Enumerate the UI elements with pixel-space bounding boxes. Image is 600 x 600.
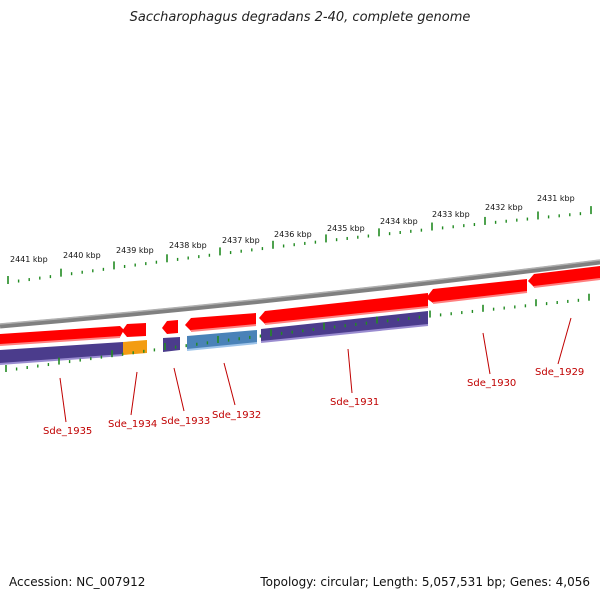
kbp-label: 2438 kbp <box>169 241 207 250</box>
gene-arrow-sde-1929 <box>528 266 600 287</box>
gene-label-sde-1930: Sde_1930 <box>467 378 516 389</box>
leader-line-sde-1932 <box>223 362 236 406</box>
gene-shadow <box>533 278 600 288</box>
gene-label-sde-1934: Sde_1934 <box>108 419 157 430</box>
gene-arrow-sde-1933 <box>162 320 178 334</box>
gene-arrow-sde-1931 <box>259 293 428 324</box>
kbp-label: 2436 kbp <box>274 230 312 239</box>
gene-arrow-sde-1934 <box>122 323 146 337</box>
cds-shadow <box>0 354 124 365</box>
gene-label-group: Sde_1935 Sde_1934 Sde_1933 Sde_1932 Sde_… <box>43 367 584 437</box>
cds-bar-sde-1935 <box>0 342 123 364</box>
kbp-label: 2440 kbp <box>63 251 101 260</box>
map-title: Saccharophagus degradans 2-40, complete … <box>129 10 471 25</box>
leader-line-sde-1933 <box>173 367 185 412</box>
cds-shadow <box>260 324 429 343</box>
leader-line-sde-1929 <box>557 317 572 365</box>
gene-label-sde-1933: Sde_1933 <box>161 416 210 427</box>
gene-shadow <box>190 324 257 332</box>
gene-label-sde-1931: Sde_1931 <box>330 397 379 408</box>
leader-line-sde-1930 <box>482 332 491 375</box>
gene-shadow <box>0 336 121 346</box>
kbp-label: 2431 kbp <box>537 194 575 203</box>
gene-label-sde-1929: Sde_1929 <box>535 367 584 378</box>
kbp-label: 2432 kbp <box>485 203 523 212</box>
inner-tick-ring <box>5 293 590 372</box>
cds-shadow <box>186 342 258 351</box>
gene-arrow-sde-1930 <box>426 279 527 303</box>
gene-label-sde-1935: Sde_1935 <box>43 426 92 437</box>
genome-summary-text: Topology: circular; Length: 5,057,531 bp… <box>260 575 590 589</box>
genome-backbone <box>0 259 600 329</box>
kbp-label: 2439 kbp <box>116 246 154 255</box>
accession-text: Accession: NC_007912 <box>9 575 146 589</box>
leader-line-sde-1935 <box>59 377 67 423</box>
leader-line-sde-1934 <box>130 371 138 416</box>
kbp-label: 2441 kbp <box>10 255 48 264</box>
leader-line-sde-1931 <box>347 348 353 394</box>
cds-bar-sde-1934 <box>123 340 147 355</box>
gene-shadow <box>432 291 528 304</box>
gene-track <box>0 266 600 346</box>
genome-backbone-highlight <box>0 259 600 325</box>
kbp-label: 2433 kbp <box>432 210 470 219</box>
gene-arrow-sde-1935 <box>0 326 124 345</box>
gene-shadow <box>264 306 429 325</box>
leader-lines <box>59 317 572 423</box>
cds-bar-sde-1932 <box>187 330 257 350</box>
kbp-label: 2434 kbp <box>380 217 418 226</box>
kbp-label-group: 2441 kbp 2440 kbp 2439 kbp 2438 kbp 2437… <box>10 194 575 264</box>
kbp-label: 2437 kbp <box>222 236 260 245</box>
kbp-label: 2435 kbp <box>327 224 365 233</box>
outer-tick-ring <box>7 206 592 284</box>
gene-label-sde-1932: Sde_1932 <box>212 410 261 421</box>
